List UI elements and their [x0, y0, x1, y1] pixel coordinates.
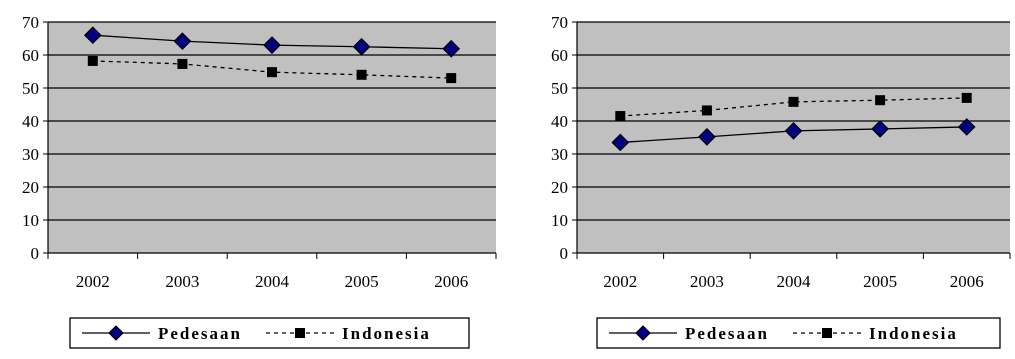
- data-point-pedesaan: [83, 26, 102, 45]
- x-tick-label: 2004: [777, 272, 812, 291]
- data-point-indonesia: [615, 111, 626, 122]
- x-tick-label: 2005: [863, 272, 897, 291]
- x-tick-label: 2005: [345, 272, 379, 291]
- y-tick-label: 60: [551, 46, 568, 65]
- x-tick-label: 2006: [434, 272, 468, 291]
- data-point-pedesaan: [352, 37, 371, 56]
- x-tick-label: 2003: [165, 272, 199, 291]
- data-point-indonesia: [701, 105, 712, 116]
- legend-label-indonesia: Indonesia: [869, 324, 958, 343]
- legend: Pedesaan Indonesia: [69, 317, 470, 349]
- series-line-indonesia: [620, 97, 967, 117]
- data-point-indonesia: [961, 92, 972, 103]
- x-tick-label: 2002: [76, 272, 110, 291]
- y-tick-label: 70: [551, 13, 568, 32]
- legend: Pedesaan Indonesia: [596, 317, 1001, 349]
- data-point-indonesia: [356, 69, 367, 80]
- y-tick-label: 50: [22, 79, 39, 98]
- legend-marker-indonesia: [295, 328, 305, 338]
- x-tick-label: 2006: [950, 272, 984, 291]
- data-point-indonesia: [177, 58, 188, 69]
- x-tick-label: 2004: [255, 272, 290, 291]
- y-tick-label: 10: [551, 211, 568, 230]
- y-tick-label: 0: [560, 244, 569, 263]
- plot-area: [48, 22, 496, 253]
- legend-marker-pedesaan: [635, 325, 651, 341]
- data-point-indonesia: [87, 55, 98, 66]
- x-tick-label: 2002: [603, 272, 637, 291]
- chart-panel-1: 0 10 20 30 40 50 60 70 2002 2003 2004 2005 2006 Pedes…: [22, 13, 497, 349]
- data-point-pedesaan: [784, 122, 803, 140]
- y-tick-label: 30: [22, 145, 39, 164]
- y-tick-label: 0: [31, 244, 40, 263]
- data-point-pedesaan: [442, 39, 461, 58]
- legend-marker-pedesaan: [108, 325, 124, 341]
- data-point-indonesia: [267, 67, 277, 78]
- chart-panel-2: 0 10 20 30 40 50 60 70 2002 2003 2004 2005 2006 Pedes…: [551, 13, 1011, 349]
- legend-label-indonesia: Indonesia: [342, 324, 431, 343]
- data-point-pedesaan: [611, 133, 630, 152]
- y-tick-label: 30: [551, 145, 568, 164]
- y-tick-label: 20: [22, 178, 39, 197]
- y-tick-label: 10: [22, 211, 39, 230]
- data-point-pedesaan: [698, 127, 716, 146]
- y-tick-label: 70: [22, 13, 39, 32]
- y-tick-label: 60: [22, 46, 39, 65]
- data-point-pedesaan: [871, 120, 889, 138]
- data-point-pedesaan: [263, 36, 281, 54]
- data-point-pedesaan: [957, 118, 976, 136]
- data-point-indonesia: [446, 73, 457, 84]
- x-tick-label: 2003: [690, 272, 724, 291]
- y-tick-label: 20: [551, 178, 568, 197]
- y-tick-label: 40: [22, 112, 39, 131]
- data-point-indonesia: [875, 95, 886, 106]
- y-tick-label: 40: [551, 112, 568, 131]
- legend-marker-indonesia: [822, 328, 832, 338]
- legend-label-pedesaan: Pedesaan: [158, 324, 242, 343]
- legend-label-pedesaan: Pedesaan: [685, 324, 769, 343]
- y-tick-label: 50: [551, 79, 568, 98]
- data-point-pedesaan: [173, 32, 192, 50]
- data-point-indonesia: [788, 96, 799, 107]
